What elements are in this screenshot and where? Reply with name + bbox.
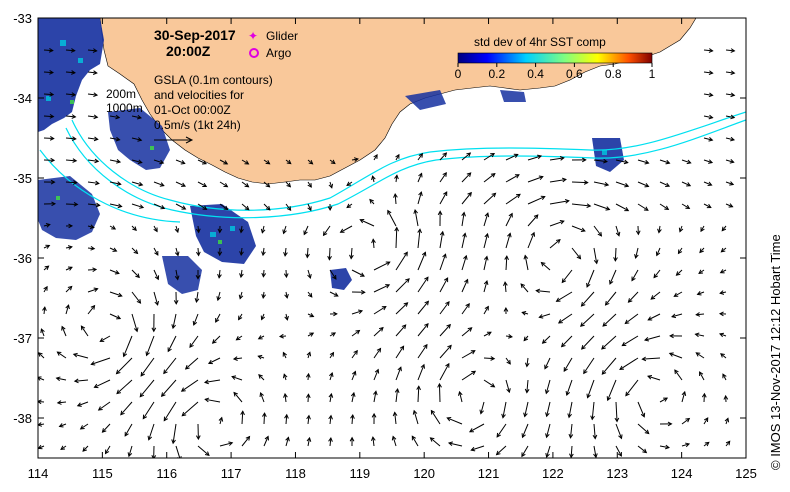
- x-tick-label: 124: [671, 466, 693, 481]
- velocity-note: and velocities for: [154, 88, 244, 102]
- x-tick-label: 116: [156, 466, 177, 481]
- y-tick-label: -37: [13, 331, 32, 346]
- x-tick-label: 120: [413, 466, 435, 481]
- y-tick-label: -38: [13, 411, 32, 426]
- velocity-scale-arrow: [154, 136, 194, 144]
- depth-label-1000m: 1000m: [106, 101, 143, 115]
- x-tick-label: 121: [478, 466, 500, 481]
- velocity-date: 01-Oct 00:00Z: [154, 103, 231, 117]
- plot-frame: [37, 17, 747, 459]
- y-axis: -33 -34 -35 -36 -37 -38: [13, 11, 746, 426]
- glider-legend-label: Glider: [266, 29, 298, 43]
- velocity-scale-label: 0.5m/s (1kt 24h): [154, 118, 241, 132]
- x-tick-label: 115: [92, 466, 113, 481]
- colorbar-tick-label: 0.6: [566, 67, 583, 81]
- glider-marker-icon: ✦: [248, 29, 258, 43]
- x-tick-label: 117: [221, 466, 242, 481]
- argo-marker-icon: [249, 48, 259, 58]
- sst-patches: [38, 18, 624, 294]
- colorbar-tick-label: 0.2: [488, 67, 505, 81]
- y-tick-label: -34: [13, 91, 32, 106]
- y-tick-label: -35: [13, 171, 32, 186]
- y-tick-label: -36: [13, 251, 32, 266]
- colorbar: [457, 52, 653, 64]
- x-axis: 114 115 116 117 118 119 120 121 122 123 124 125: [28, 18, 757, 481]
- colorbar-tick-label: 0: [455, 67, 462, 81]
- y-tick-label: -33: [13, 11, 32, 26]
- x-tick-label: 119: [349, 466, 370, 481]
- x-tick-label: 114: [28, 466, 49, 481]
- velocity-arrows: [38, 48, 736, 458]
- depth-label-200m: 200m: [106, 87, 136, 101]
- gsla-note: GSLA (0.1m contours): [154, 73, 273, 87]
- x-tick-label: 125: [735, 466, 757, 481]
- credit-label: © IMOS 13-Nov-2017 12:12 Hobart Time: [768, 234, 783, 470]
- x-tick-label: 122: [542, 466, 564, 481]
- colorbar-ticks: 0 0.2 0.4 0.6 0.8 1: [455, 63, 656, 81]
- x-tick-label: 123: [606, 466, 628, 481]
- colorbar-tick-label: 1: [649, 67, 656, 81]
- colorbar-title: std dev of 4hr SST comp: [474, 35, 606, 49]
- colorbar-tick-label: 0.8: [605, 67, 622, 81]
- map-date: 30-Sep-2017: [154, 27, 236, 43]
- x-tick-label: 118: [285, 466, 306, 481]
- colorbar-tick-label: 0.4: [527, 67, 544, 81]
- map-time: 20:00Z: [166, 43, 211, 59]
- argo-legend-label: Argo: [266, 46, 292, 60]
